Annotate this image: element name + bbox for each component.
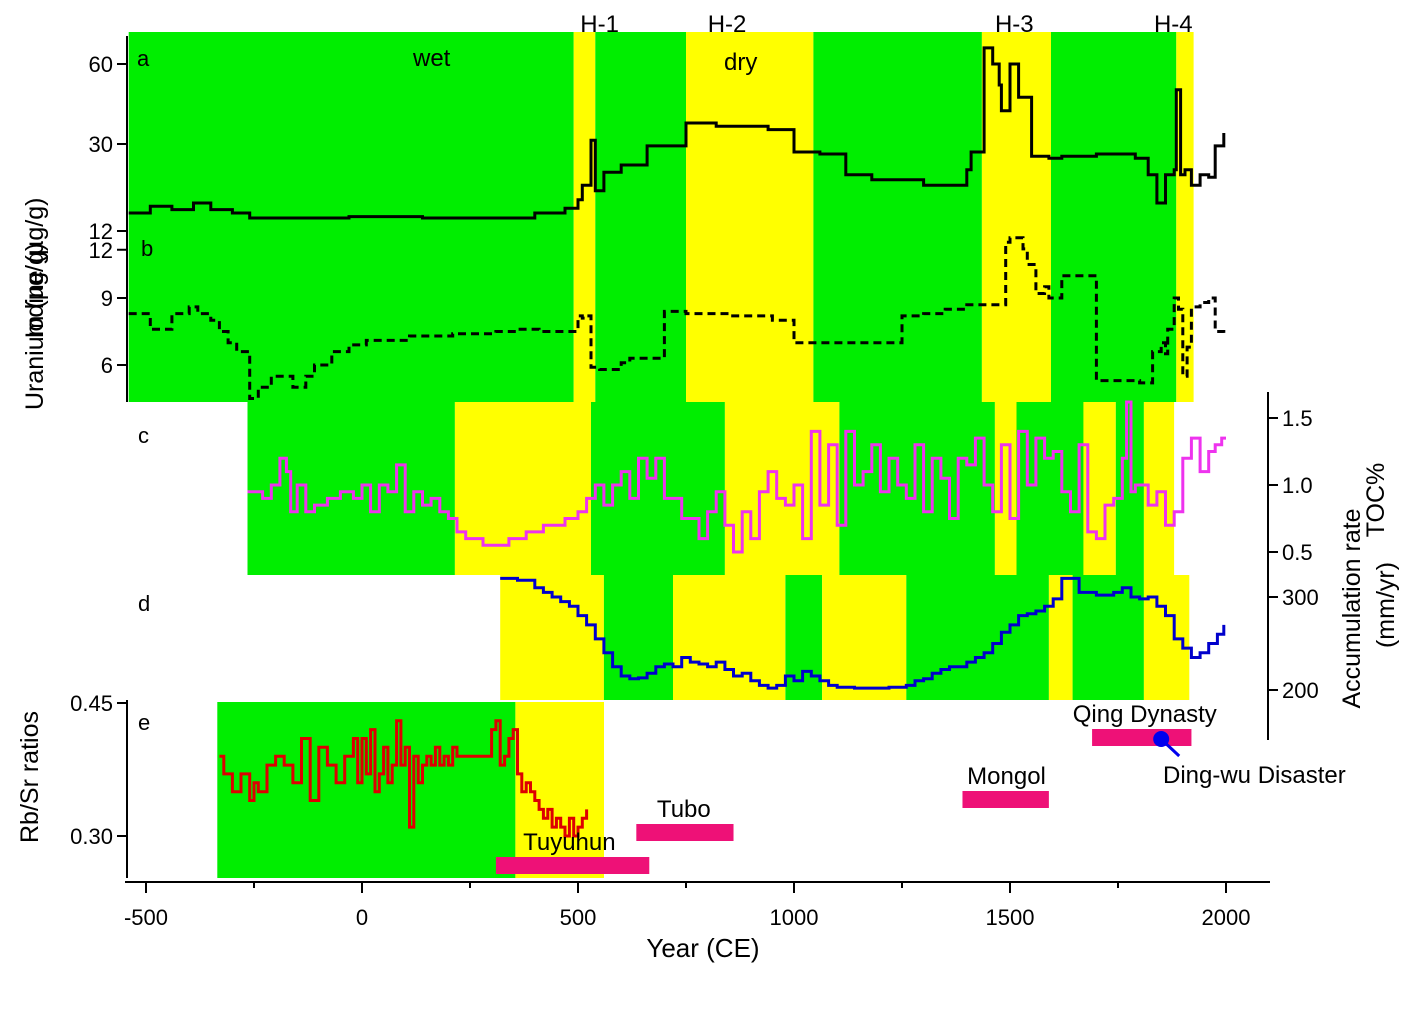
panel-a-y-tick-label: 30 <box>89 132 113 157</box>
panel-d-band-wet <box>906 575 1049 700</box>
x-tick-label: 2000 <box>1202 905 1251 930</box>
panel-c-y-tick-label: 1.5 <box>1282 406 1313 431</box>
panel-c-series-line <box>247 400 1226 554</box>
panel-e-band-wet <box>217 702 516 878</box>
panel-a-band-wet <box>595 32 686 402</box>
panel-e-series-line <box>219 719 589 838</box>
panel-c-band-dry <box>454 402 591 575</box>
x-axis-label: Year (CE) <box>646 933 759 963</box>
event-label-h-1: H-1 <box>580 11 619 38</box>
period-bar <box>962 791 1049 808</box>
period-bar <box>1092 729 1192 746</box>
period-bar <box>636 824 734 841</box>
panel-b-series-line <box>128 236 1226 400</box>
period-label: Mongol <box>967 763 1046 790</box>
panel-b-y-tick-label: 6 <box>101 353 113 378</box>
period-label: Qing Dynasty <box>1073 701 1217 728</box>
accumulation-axis-label-line2: (mm/yr) <box>1372 562 1400 648</box>
panel-a-y-tick-label: 12 <box>89 238 113 263</box>
iodine-axis-label: Iodine (µg/g) <box>21 198 49 339</box>
labels-layer: a b c d e wet dry Iodine (µg/g) Uranium … <box>16 11 1400 963</box>
panel-e-y-tick-label: 0.45 <box>70 691 113 716</box>
disaster-arrow <box>1163 740 1181 758</box>
panel-d-band-dry <box>1048 575 1073 700</box>
panel-c-band-dry <box>994 402 1017 575</box>
panel-d-y-tick-label: 200 <box>1282 678 1319 703</box>
panel-d-band-dry <box>822 575 907 700</box>
panel-a-band-dry <box>1176 32 1194 402</box>
period-label: Tubo <box>657 796 711 823</box>
toc-axis-label: TOC% <box>1362 463 1390 538</box>
x-tick-label: 1000 <box>770 905 819 930</box>
x-tick-label: 1500 <box>986 905 1035 930</box>
accumulation-axis-label: Accumulation rate (mm/yr) <box>1338 501 1400 708</box>
axes-layer: 12 30 60 6 9 12 0.5 1.0 1.5 200 300 0.30 0.45 -500 0 50… <box>70 36 1319 930</box>
x-tick-label: 500 <box>560 905 597 930</box>
panel-b-y-tick-label: 9 <box>101 286 113 311</box>
panel-a-band-wet <box>813 32 982 402</box>
panel-a-band-dry <box>981 32 1051 402</box>
panel-c-y-tick-label: 0.5 <box>1282 540 1313 565</box>
panel-d-band-wet <box>603 575 673 700</box>
series-layer <box>128 46 1226 838</box>
accumulation-axis-label-line1: Accumulation rate <box>1338 508 1366 708</box>
panel-d-series-line <box>500 576 1226 690</box>
uranium-axis-label: Uranium (µg/g) <box>21 243 49 410</box>
ding-wu-disaster-label: Ding-wu Disaster <box>1163 762 1346 789</box>
panel-a-band-dry <box>573 32 596 402</box>
panel-a-band-wet <box>1051 32 1177 402</box>
event-label-h-4: H-4 <box>1154 11 1193 38</box>
x-tick-label: -500 <box>124 905 168 930</box>
shading-layer <box>128 32 1194 878</box>
panel-c-band-wet <box>1016 402 1084 575</box>
event-label-h-3: H-3 <box>995 11 1034 38</box>
panel-e-y-tick-label: 0.30 <box>70 824 113 849</box>
panel-b-y-tick-label: 12 <box>89 219 113 244</box>
panel-e-letter: e <box>138 710 150 735</box>
panel-c-band-wet <box>839 402 995 575</box>
x-tick-label: 0 <box>356 905 368 930</box>
panel-c-letter: c <box>138 423 149 448</box>
panel-b-letter: b <box>141 236 153 261</box>
panel-d-y-tick-label: 300 <box>1282 585 1319 610</box>
wet-annotation: wet <box>412 45 451 72</box>
rbsr-axis-label: Rb/Sr ratios <box>16 711 44 843</box>
panel-c-band-wet <box>591 402 725 575</box>
panel-d-band-dry <box>673 575 786 700</box>
panel-d-letter: d <box>138 591 150 616</box>
panel-a-y-tick-label: 60 <box>89 52 113 77</box>
period-label: Tuyuhun <box>523 829 616 856</box>
panel-a-band-dry <box>686 32 814 402</box>
panel-c-band-wet <box>247 402 455 575</box>
event-label-h-2: H-2 <box>708 11 747 38</box>
panel-a-letter: a <box>137 46 150 71</box>
panel-a-series-line <box>128 46 1226 220</box>
panel-c-y-tick-label: 1.0 <box>1282 473 1313 498</box>
dry-annotation: dry <box>724 49 757 76</box>
period-bar <box>495 857 650 874</box>
